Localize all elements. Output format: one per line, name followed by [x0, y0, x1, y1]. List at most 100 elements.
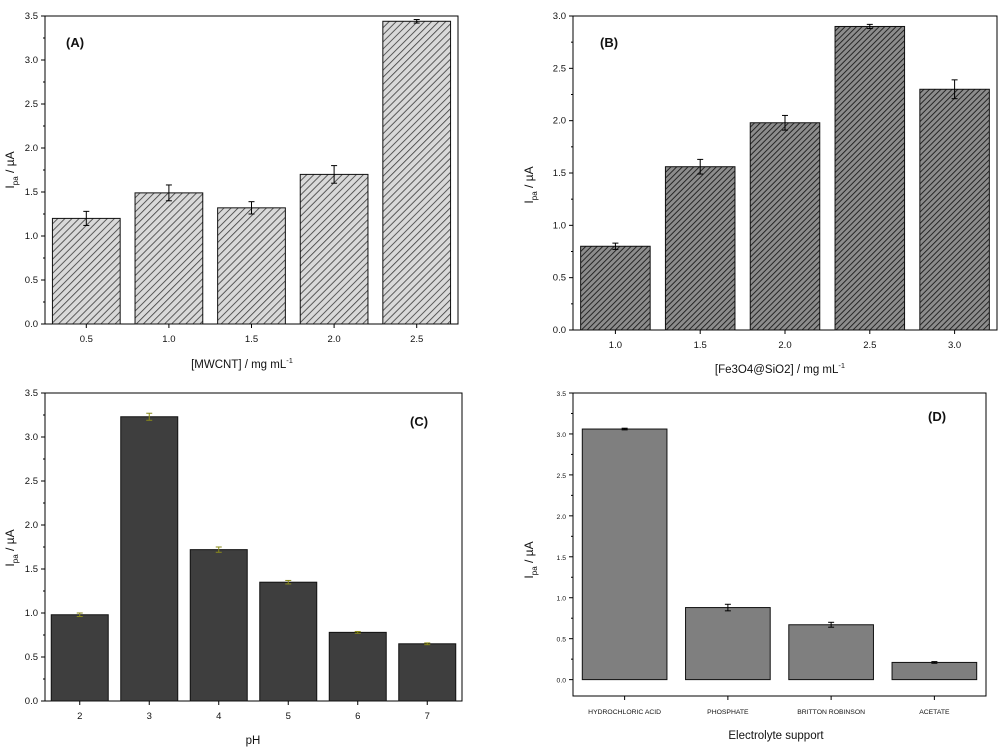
error-bar	[354, 630, 361, 634]
y-tick-label: 2.5	[25, 99, 38, 110]
x-tick-label: 5	[286, 711, 291, 722]
y-tick-label: 0.5	[25, 652, 38, 663]
y-tick-label: 0.0	[25, 696, 38, 707]
x-tick-label: 1.5	[694, 340, 707, 351]
y-tick-label: 3.5	[557, 391, 567, 398]
bar-c-2	[120, 416, 179, 702]
x-tick-label: 2.5	[863, 340, 876, 351]
bar-a-1	[51, 217, 121, 325]
y-tick-label: 3.0	[557, 432, 567, 439]
x-tick-label: 2.0	[778, 340, 791, 351]
error-bar	[248, 201, 255, 215]
error-bar	[866, 23, 873, 30]
error-bar	[83, 210, 90, 226]
y-tick-label: 2.0	[25, 520, 38, 531]
bar-d-2	[685, 607, 771, 681]
error-bar	[782, 114, 788, 131]
y-tick-label: 0.5	[553, 273, 566, 284]
y-tick-label: 1.0	[25, 231, 38, 242]
bar-c-6	[398, 643, 457, 702]
y-tick-label: 2.5	[553, 63, 566, 74]
y-tick-label: 1.5	[553, 168, 566, 179]
y-tick-label: 0.0	[557, 678, 567, 685]
y-tick-label: 1.0	[25, 608, 38, 619]
y-axis-label: Ipa / µA	[3, 151, 20, 188]
x-tick-label: PHOSPHATE	[707, 709, 749, 716]
y-tick-label: 0.0	[553, 325, 566, 336]
error-bar	[215, 546, 222, 553]
bar-c-1	[50, 614, 109, 702]
y-tick-label: 1.5	[557, 555, 567, 562]
plot-frame	[572, 392, 987, 697]
bar-d-4	[891, 661, 978, 681]
chart-panel-a: 0.0 0.5 1.0 1.5 2.0 2.5 3.0 3.5 0.5 1.0 1.5 2.0 2.5 (…	[3, 11, 459, 371]
panel-title: (B)	[600, 35, 618, 50]
bar-c-3	[189, 549, 248, 702]
y-tick-label: 2.5	[557, 473, 567, 480]
y-tick-label: 3.5	[25, 388, 38, 399]
bar-b-4	[834, 25, 906, 331]
y-tick-label: 2.0	[557, 514, 567, 521]
bar-a-4	[299, 173, 369, 325]
error-bar	[724, 603, 731, 612]
error-bar	[424, 642, 431, 646]
x-tick-label: 0.5	[80, 334, 93, 345]
y-tick-label: 2.0	[553, 116, 566, 127]
error-bar	[828, 621, 835, 628]
bar-c-4	[259, 581, 318, 702]
panel-title: (A)	[66, 35, 84, 50]
x-tick-label: 2	[77, 711, 82, 722]
bar-a-3	[217, 207, 286, 325]
y-tick-label: 3.0	[25, 55, 38, 66]
x-tick-label: 6	[355, 711, 360, 722]
y-axis-label: Ipa / µA	[3, 529, 20, 566]
x-tick-label: HYDROCHLORIC ACID	[588, 709, 661, 716]
y-tick-label: 1.5	[25, 187, 38, 198]
bar-b-3	[749, 122, 821, 331]
chart-panel-b: 0.0 0.5 1.0 1.5 2.0 2.5 3.0 1.0 1.5 2.0 2.5 3.0 (B) […	[522, 11, 998, 376]
bar-b-1	[580, 245, 651, 331]
error-bar	[951, 79, 958, 100]
chart-panel-c: 0.0 0.5 1.0 1.5 2.0 2.5 3.0 3.5 2 3 4 5 6 7 (C) pH Ipa /…	[3, 388, 463, 747]
x-axis-label: pH	[246, 735, 261, 747]
bar-a-2	[134, 192, 204, 325]
y-axis-label: Ipa / µA	[522, 541, 539, 578]
error-bar	[146, 412, 153, 421]
bar-d-1	[581, 428, 668, 681]
bar-b-2	[664, 166, 736, 331]
y-axis-label: Ipa / µA	[522, 166, 539, 203]
bar-b-5	[919, 88, 990, 331]
x-tick-label: 3.0	[948, 340, 961, 351]
y-tick-label: 3.0	[25, 432, 38, 443]
x-tick-label: 4	[216, 711, 221, 722]
error-bar	[931, 661, 938, 664]
x-axis-label: [MWCNT] / mg mL-1	[191, 356, 293, 371]
error-bar	[612, 242, 619, 250]
error-bar	[413, 19, 420, 24]
bar-a-5	[382, 20, 452, 325]
x-tick-label: 1.0	[162, 334, 175, 345]
y-tick-label: 2.0	[25, 143, 38, 154]
x-tick-label: 3	[147, 711, 152, 722]
y-tick-label: 3.0	[553, 11, 566, 22]
x-tick-label: 1.5	[245, 334, 258, 345]
chart-panel-d: 0.0 0.5 1.0 1.5 2.0 2.5 3.0 3.5 HYDROCHLORIC ACI…	[522, 391, 987, 742]
panel-title: (D)	[928, 409, 946, 424]
y-tick-label: 0.5	[25, 275, 38, 286]
x-tick-label: 7	[425, 711, 430, 722]
x-tick-label: ACETATE	[919, 709, 950, 716]
bar-c-5	[328, 631, 387, 702]
y-tick-label: 1.0	[553, 220, 566, 231]
x-axis-label: Electrolyte support	[728, 730, 824, 742]
y-tick-label: 2.5	[25, 476, 38, 487]
x-tick-label: 2.5	[410, 334, 423, 345]
error-bar	[76, 612, 83, 618]
x-tick-label: 1.0	[609, 340, 622, 351]
x-tick-label: BRITTON ROBINSON	[797, 709, 865, 716]
y-tick-label: 1.5	[25, 564, 38, 575]
x-tick-label: 2.0	[327, 334, 340, 345]
y-tick-label: 3.5	[25, 11, 38, 22]
y-tick-label: 0.0	[25, 319, 38, 330]
y-tick-label: 1.0	[557, 596, 567, 603]
